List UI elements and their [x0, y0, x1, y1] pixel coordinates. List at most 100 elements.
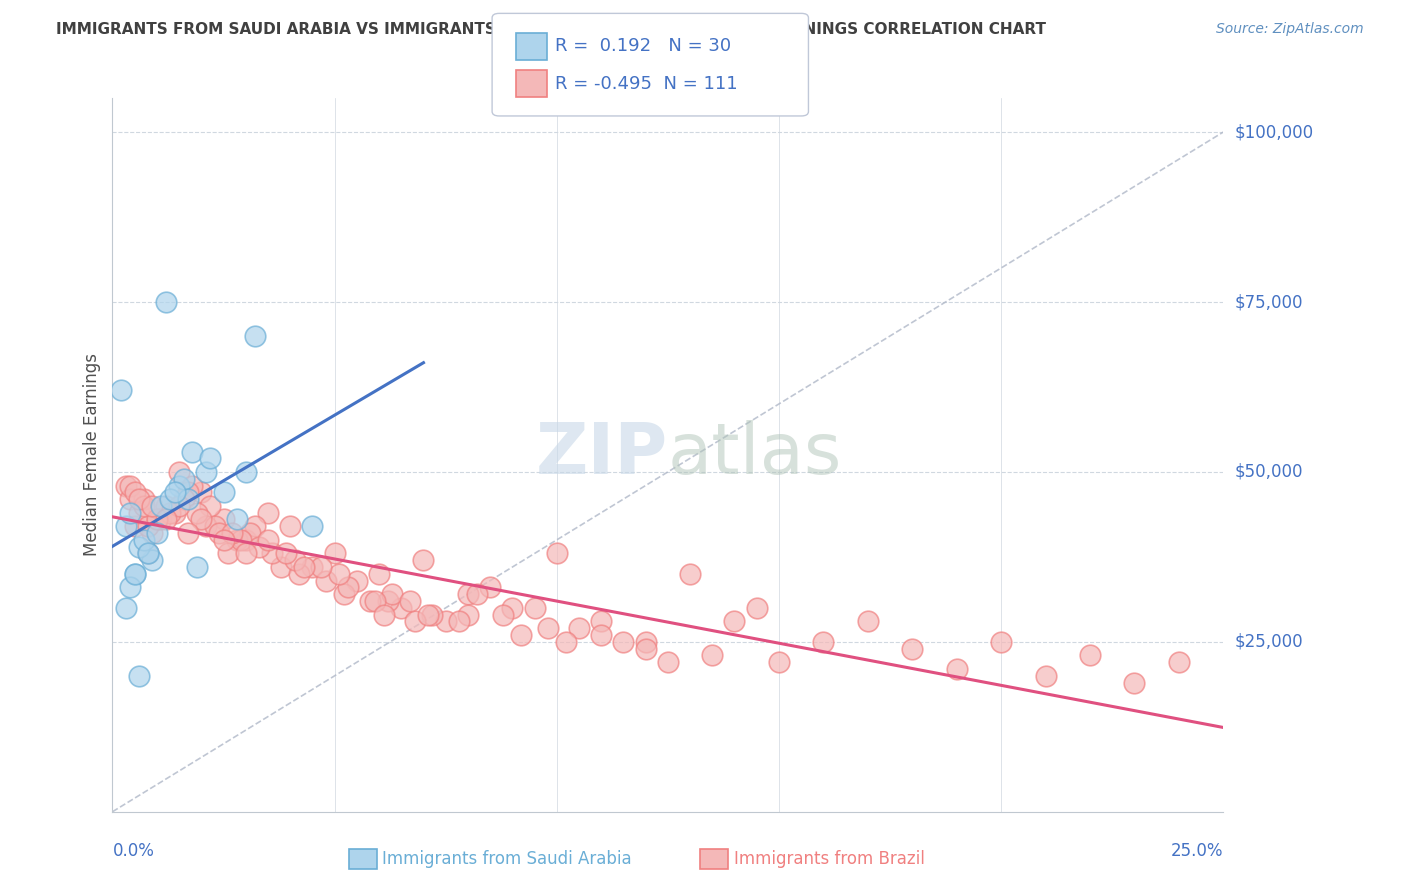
Point: [181, 444, 204, 458]
Point: [377, 594, 399, 608]
Point: [128, 492, 150, 507]
Point: [141, 553, 163, 567]
Point: [657, 655, 679, 669]
Text: $50,000: $50,000: [1234, 463, 1303, 481]
Point: [901, 641, 924, 656]
Point: [200, 499, 222, 513]
Point: [311, 560, 333, 574]
Point: [301, 560, 323, 574]
Text: $75,000: $75,000: [1234, 293, 1303, 311]
Point: [247, 540, 270, 554]
Point: [194, 519, 217, 533]
Point: [399, 594, 422, 608]
Point: [416, 607, 439, 622]
Point: [278, 519, 301, 533]
Point: [243, 519, 266, 533]
Point: [235, 533, 257, 547]
Point: [128, 506, 150, 520]
Point: [492, 607, 515, 622]
Point: [155, 499, 177, 513]
Text: R =  0.192   N = 30: R = 0.192 N = 30: [555, 37, 731, 55]
Point: [554, 635, 576, 649]
Point: [412, 553, 434, 567]
Point: [120, 506, 142, 520]
Point: [523, 600, 546, 615]
Point: [132, 499, 155, 513]
Text: $100,000: $100,000: [1234, 123, 1313, 141]
Point: [568, 621, 591, 635]
Point: [190, 512, 212, 526]
Point: [328, 566, 350, 581]
Point: [404, 615, 426, 629]
Point: [257, 506, 280, 520]
Point: [120, 581, 142, 595]
Text: IMMIGRANTS FROM SAUDI ARABIA VS IMMIGRANTS FROM BRAZIL MEDIAN FEMALE EARNINGS CO: IMMIGRANTS FROM SAUDI ARABIA VS IMMIGRAN…: [56, 22, 1046, 37]
Text: Source: ZipAtlas.com: Source: ZipAtlas.com: [1216, 22, 1364, 37]
Point: [284, 553, 307, 567]
Point: [136, 546, 159, 560]
Point: [181, 478, 204, 492]
Point: [167, 465, 190, 479]
Point: [434, 615, 457, 629]
Point: [346, 574, 368, 588]
Point: [114, 478, 136, 492]
Point: [381, 587, 404, 601]
Point: [146, 512, 169, 526]
Point: [110, 384, 132, 398]
Point: [225, 512, 247, 526]
Point: [212, 485, 235, 500]
Point: [200, 451, 222, 466]
Point: [702, 648, 724, 663]
Point: [447, 615, 470, 629]
Point: [235, 465, 257, 479]
Point: [177, 485, 200, 500]
Point: [155, 295, 177, 310]
Point: [457, 607, 479, 622]
Point: [208, 526, 231, 541]
Point: [163, 506, 186, 520]
Point: [120, 492, 142, 507]
Text: ZIP: ZIP: [536, 420, 668, 490]
Point: [221, 526, 243, 541]
Point: [141, 526, 163, 541]
Point: [274, 546, 297, 560]
Point: [136, 546, 159, 560]
Point: [257, 533, 280, 547]
Point: [679, 566, 702, 581]
Point: [323, 546, 346, 560]
Point: [634, 635, 657, 649]
Point: [159, 506, 181, 520]
Point: [177, 526, 200, 541]
Point: [537, 621, 560, 635]
Point: [723, 615, 745, 629]
Point: [315, 574, 337, 588]
Text: atlas: atlas: [668, 420, 842, 490]
Point: [612, 635, 634, 649]
Point: [132, 492, 155, 507]
Point: [373, 607, 395, 622]
Point: [546, 546, 568, 560]
Point: [501, 600, 523, 615]
Point: [167, 478, 190, 492]
Point: [856, 615, 879, 629]
Text: Immigrants from Saudi Arabia: Immigrants from Saudi Arabia: [382, 850, 633, 868]
Point: [159, 492, 181, 507]
Point: [124, 566, 146, 581]
Text: $25,000: $25,000: [1234, 632, 1303, 651]
Point: [124, 566, 146, 581]
Point: [212, 512, 235, 526]
Point: [422, 607, 444, 622]
Point: [128, 669, 150, 683]
Point: [768, 655, 790, 669]
Point: [359, 594, 381, 608]
Point: [1035, 669, 1057, 683]
Point: [124, 485, 146, 500]
Point: [136, 546, 159, 560]
Point: [204, 519, 226, 533]
Point: [239, 526, 262, 541]
Point: [363, 594, 385, 608]
Point: [292, 560, 315, 574]
Point: [465, 587, 488, 601]
Point: [212, 533, 235, 547]
Point: [190, 485, 212, 500]
